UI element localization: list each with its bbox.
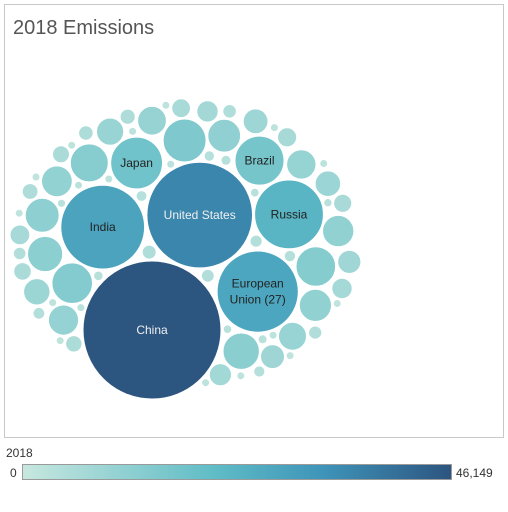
bubble-mark[interactable] bbox=[55, 336, 65, 346]
bubble-label-united-states: United States bbox=[164, 208, 236, 222]
bubble-united-states[interactable] bbox=[146, 161, 253, 269]
bubble-label-russia: Russia bbox=[271, 207, 308, 221]
bubble-mark[interactable] bbox=[104, 174, 114, 184]
bubble-mark[interactable] bbox=[322, 214, 355, 248]
bubble-mark[interactable] bbox=[257, 334, 268, 345]
bubble-label-brazil: Brazil bbox=[244, 154, 274, 168]
bubble-mark[interactable] bbox=[51, 262, 93, 305]
bubble-mark[interactable] bbox=[196, 100, 219, 123]
bubble-mark[interactable] bbox=[48, 298, 58, 308]
bubble-mark[interactable] bbox=[74, 180, 83, 190]
bubble-mark[interactable] bbox=[14, 208, 24, 218]
bubble-mark[interactable] bbox=[23, 278, 51, 306]
bubble-mark[interactable] bbox=[96, 117, 125, 146]
bubble-mark[interactable] bbox=[171, 98, 192, 119]
bubble-mark[interactable] bbox=[200, 268, 215, 283]
bubble-mark[interactable] bbox=[162, 118, 207, 163]
bubble-mark[interactable] bbox=[319, 159, 329, 168]
bubble-mark[interactable] bbox=[78, 125, 94, 141]
bubble-india[interactable] bbox=[60, 184, 146, 270]
bubble-mark[interactable] bbox=[67, 140, 77, 150]
bubble-mark[interactable] bbox=[295, 246, 337, 287]
bubble-mark[interactable] bbox=[52, 145, 70, 164]
bubble-mark[interactable] bbox=[249, 187, 260, 198]
bubble-russia[interactable] bbox=[254, 179, 324, 250]
bubble-label-japan: Japan bbox=[120, 156, 153, 170]
bubble-mark[interactable] bbox=[207, 118, 242, 153]
bubble-mark[interactable] bbox=[277, 127, 298, 148]
bubble-mark[interactable] bbox=[166, 159, 176, 169]
bubble-mark[interactable] bbox=[298, 288, 332, 322]
bubble-mark[interactable] bbox=[222, 104, 237, 119]
bubble-mark[interactable] bbox=[332, 299, 342, 308]
bubble-mark[interactable] bbox=[222, 324, 233, 335]
bubble-mark[interactable] bbox=[337, 249, 362, 274]
bubble-label-european-union-27: European Union (27) bbox=[230, 277, 286, 307]
bubble-mark[interactable] bbox=[236, 371, 246, 381]
bubble-mark[interactable] bbox=[13, 262, 32, 281]
bubble-mark[interactable] bbox=[331, 277, 353, 300]
bubble-mark[interactable] bbox=[24, 197, 60, 233]
bubble-mark[interactable] bbox=[208, 363, 232, 387]
bubble-mark[interactable] bbox=[135, 190, 148, 202]
bubble-mark[interactable] bbox=[41, 165, 73, 198]
bubble-mark[interactable] bbox=[161, 100, 171, 110]
bubble-mark[interactable] bbox=[32, 306, 46, 320]
bubble-mark[interactable] bbox=[314, 170, 342, 197]
bubble-chart: China United States India European Union (27… bbox=[9, 98, 362, 400]
bubble-mark[interactable] bbox=[47, 304, 80, 336]
bubble-mark[interactable] bbox=[137, 105, 167, 136]
bubble-mark[interactable] bbox=[253, 365, 266, 378]
color-legend: 2018 0 46,149 bbox=[0, 440, 508, 512]
bubble-brazil[interactable] bbox=[234, 135, 285, 186]
bubble-mark[interactable] bbox=[269, 123, 279, 133]
bubble-japan[interactable] bbox=[110, 136, 164, 190]
bubble-mark[interactable] bbox=[278, 321, 307, 351]
bubble-mark[interactable] bbox=[323, 198, 333, 208]
bubble-mark[interactable] bbox=[141, 244, 157, 260]
bubble-china[interactable] bbox=[82, 260, 222, 400]
bubble-mark[interactable] bbox=[93, 270, 104, 282]
bubble-mark[interactable] bbox=[203, 150, 216, 162]
bubble-label-india: India bbox=[90, 220, 116, 234]
bubble-mark[interactable] bbox=[333, 193, 353, 213]
bubble-mark[interactable] bbox=[242, 108, 269, 135]
legend-gradient-bar bbox=[22, 464, 452, 480]
bubble-mark[interactable] bbox=[201, 378, 211, 388]
bubble-mark[interactable] bbox=[69, 143, 109, 183]
bubble-mark[interactable] bbox=[220, 154, 232, 166]
bubble-mark[interactable] bbox=[119, 108, 136, 125]
bubble-mark[interactable] bbox=[26, 235, 64, 273]
bubble-mark[interactable] bbox=[65, 335, 83, 353]
bubble-mark[interactable] bbox=[285, 351, 295, 361]
bubble-mark[interactable] bbox=[286, 149, 317, 180]
bubble-mark[interactable] bbox=[283, 249, 297, 263]
bubble-mark[interactable] bbox=[260, 344, 285, 370]
bubble-mark[interactable] bbox=[56, 198, 67, 208]
chart-title: 2018 Emissions bbox=[13, 17, 155, 39]
bubble-mark[interactable] bbox=[308, 325, 323, 340]
bubble-european-union-27[interactable] bbox=[216, 250, 299, 333]
bubble-mark[interactable] bbox=[222, 332, 260, 370]
legend-min-label: 0 bbox=[10, 466, 17, 480]
legend-title: 2018 bbox=[6, 446, 33, 460]
bubble-mark[interactable] bbox=[9, 224, 31, 246]
bubble-mark[interactable] bbox=[21, 183, 39, 200]
bubble-mark[interactable] bbox=[31, 172, 41, 182]
legend-max-label: 46,149 bbox=[456, 466, 493, 480]
bubble-mark[interactable] bbox=[249, 234, 263, 248]
bubble-mark[interactable] bbox=[128, 126, 138, 136]
bubble-mark[interactable] bbox=[268, 330, 278, 340]
bubble-label-china: China bbox=[136, 323, 168, 337]
bubble-mark[interactable] bbox=[76, 303, 86, 313]
bubble-mark[interactable] bbox=[12, 246, 27, 261]
